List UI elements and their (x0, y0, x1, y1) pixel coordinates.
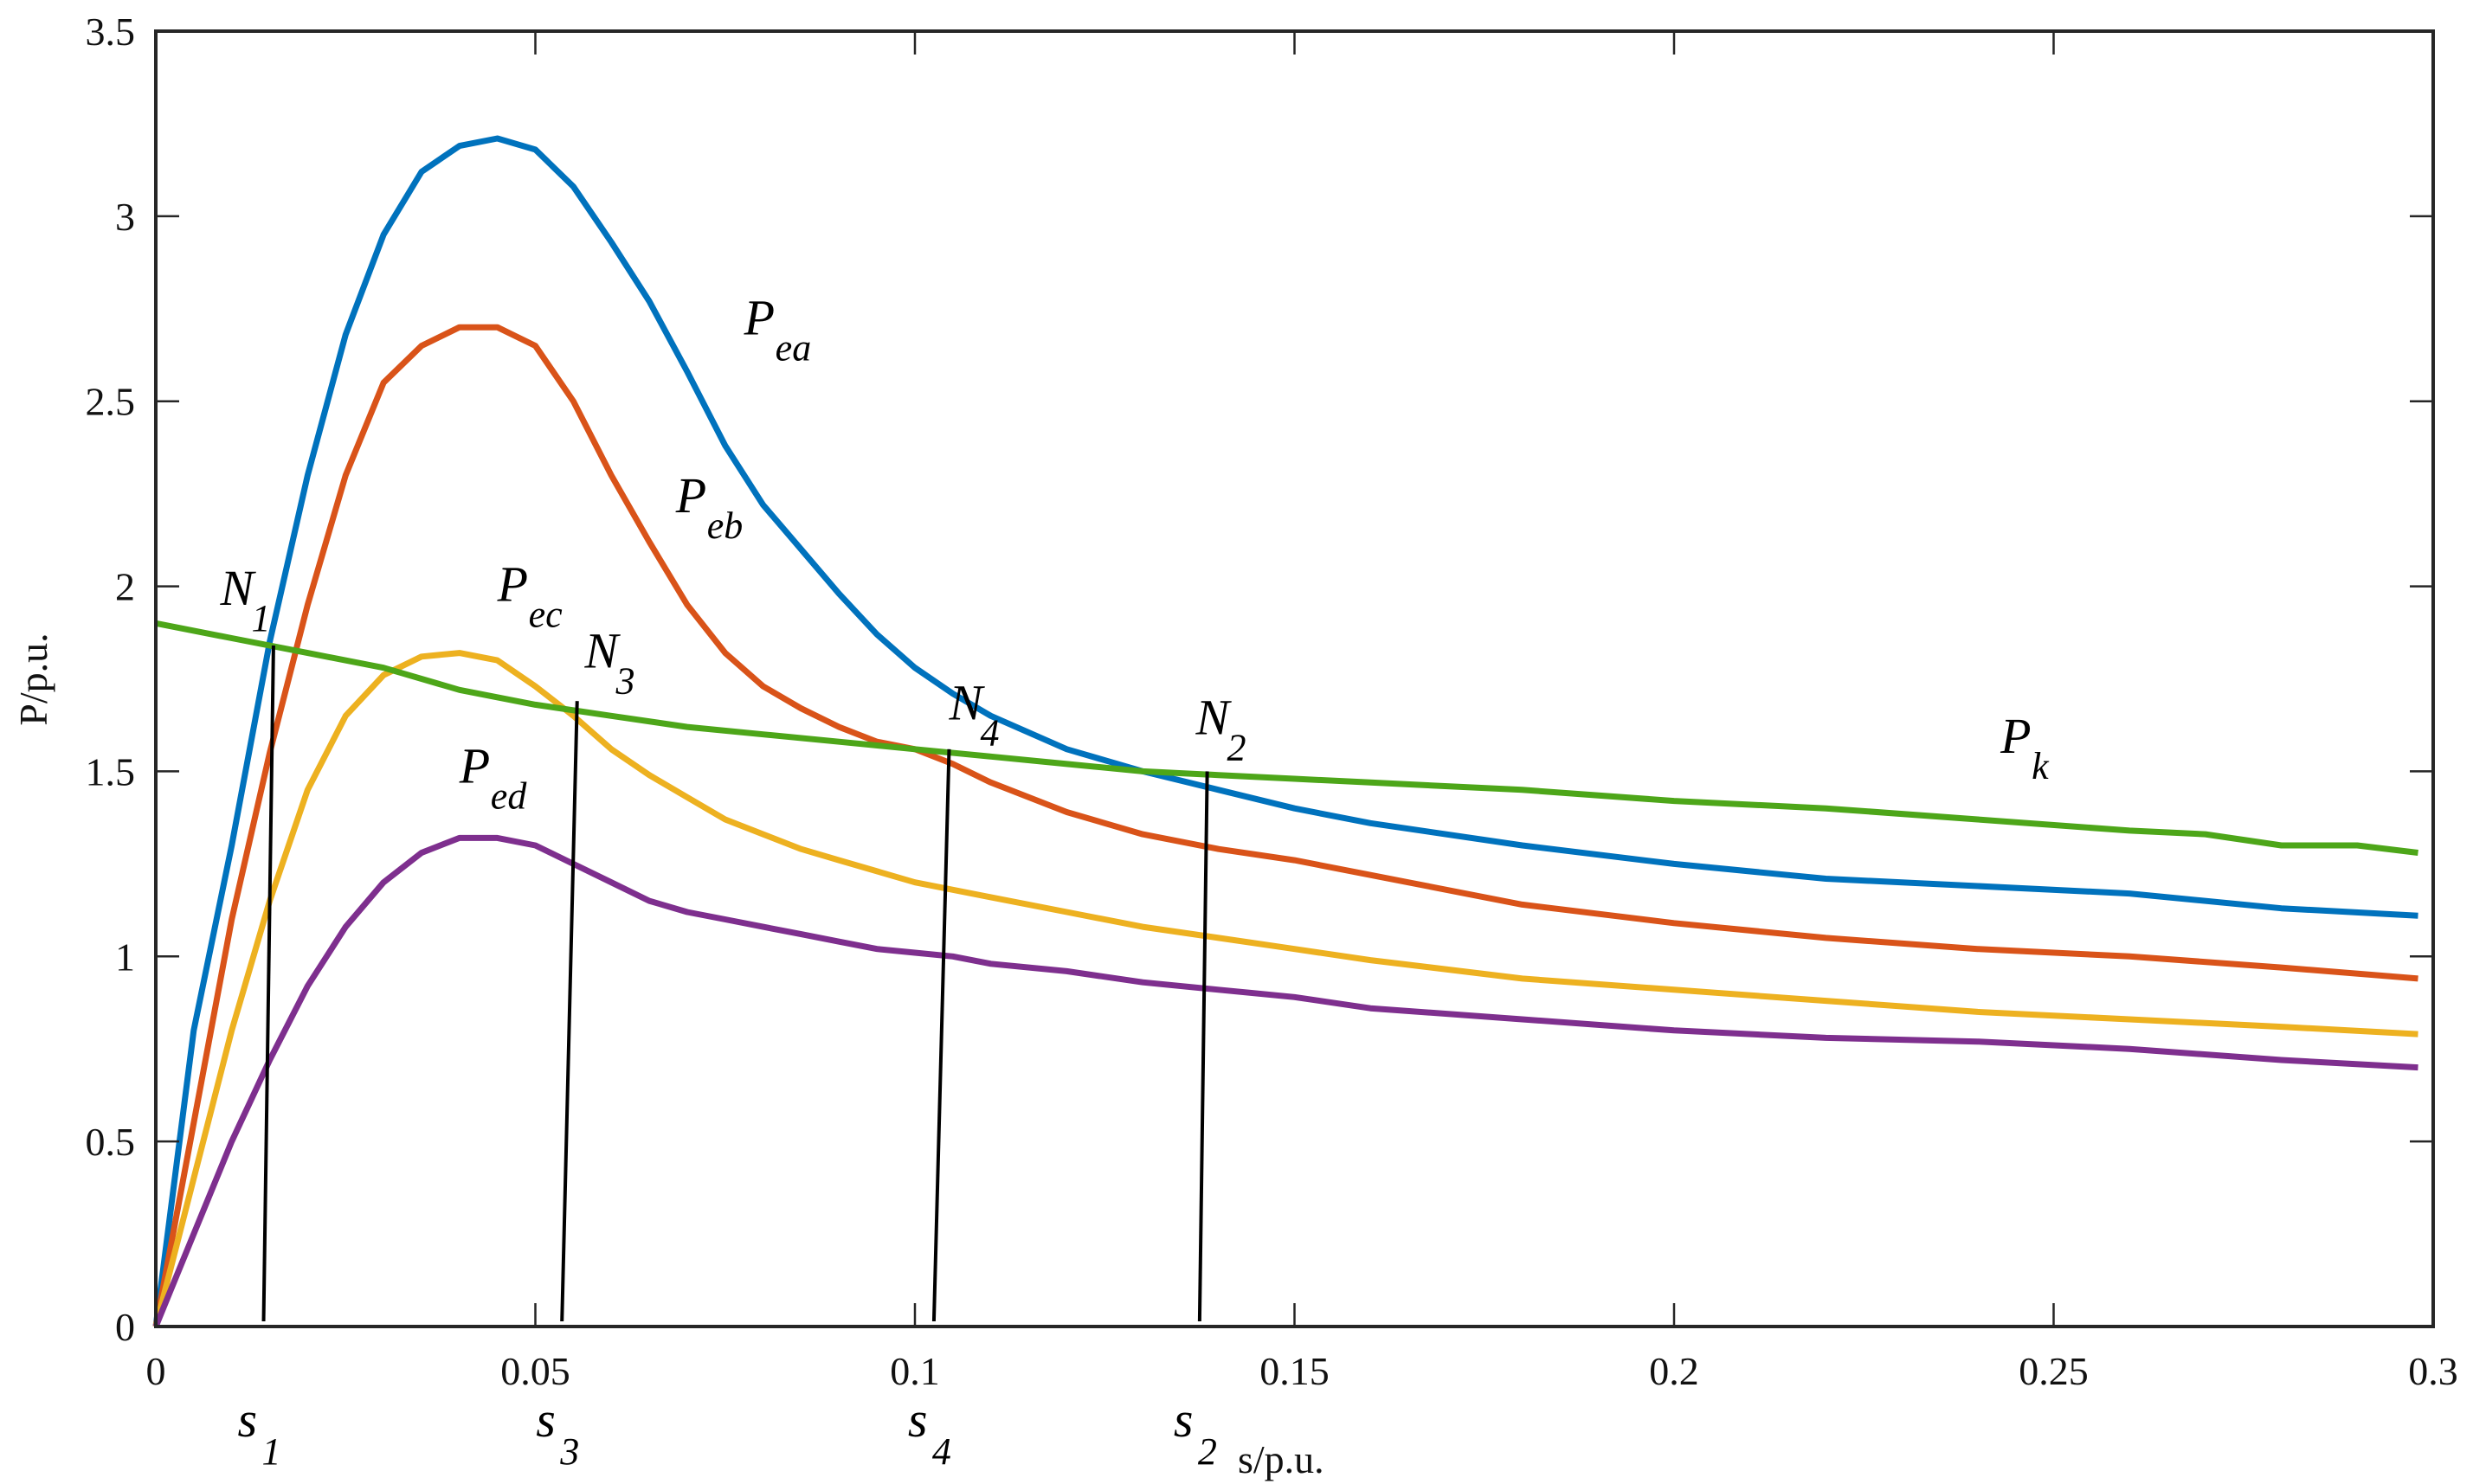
svg-text:3: 3 (615, 660, 635, 703)
series-line-ped (152, 834, 2418, 1328)
series-line-peb (152, 324, 2418, 1327)
svg-text:P: P (675, 467, 706, 524)
svg-text:N: N (948, 675, 985, 731)
svg-text:2: 2 (1198, 1430, 1217, 1473)
x-tick-label: 0.15 (1259, 1349, 1330, 1393)
svg-text:4: 4 (980, 712, 999, 755)
y-axis-label: P/p.u. (11, 633, 55, 725)
curve-label-pec: Pec (497, 556, 564, 636)
y-tick-label: 0.5 (86, 1120, 136, 1164)
plot-frame (154, 29, 2435, 1328)
svg-text:3: 3 (559, 1430, 579, 1473)
curve-label-ped: Ped (459, 737, 528, 817)
svg-text:s: s (238, 1391, 258, 1448)
slip-label-s3: s3 (536, 1391, 579, 1473)
drop-line-n2 (1197, 771, 1209, 1322)
point-label-n4: N4 (948, 675, 999, 755)
y-tick-label: 1.5 (86, 749, 136, 793)
x-axis-label: s/p.u. (1238, 1437, 1324, 1481)
svg-text:P: P (497, 556, 528, 613)
svg-text:P: P (459, 737, 490, 793)
operating-points-layer (261, 645, 1209, 1322)
point-label-n3: N3 (584, 623, 635, 703)
svg-text:ec: ec (529, 594, 564, 636)
svg-text:s: s (1174, 1391, 1194, 1448)
x-tick-label: 0.25 (2019, 1349, 2089, 1393)
svg-text:s: s (908, 1391, 928, 1448)
svg-text:N: N (220, 560, 257, 616)
slip-label-s2: s2 (1174, 1391, 1217, 1473)
y-tick-label: 3.5 (86, 10, 136, 54)
svg-text:P: P (2000, 708, 2031, 764)
x-tick-label: 0.1 (890, 1349, 940, 1393)
axes-layer (154, 29, 2435, 1328)
curve-label-pk: Pk (2000, 708, 2050, 787)
svg-text:P: P (744, 290, 775, 346)
svg-text:4: 4 (932, 1430, 951, 1473)
point-label-n2: N2 (1195, 690, 1246, 769)
svg-text:1: 1 (262, 1430, 281, 1473)
svg-text:N: N (584, 623, 621, 679)
svg-text:ea: ea (776, 327, 812, 369)
svg-text:1: 1 (252, 597, 271, 639)
y-tick-label: 0 (115, 1305, 135, 1349)
curve-label-peb: Peb (675, 467, 744, 547)
x-tick-label: 0 (146, 1349, 166, 1393)
drop-line-n4 (931, 748, 951, 1322)
ticks-layer: 0 0.05 0.1 0.15 0.2 0.25 0.3 0 0.5 1 1.5 2 2.5 3 3.5 (86, 10, 2458, 1393)
svg-text:s: s (536, 1391, 556, 1448)
y-tick-label: 1 (115, 935, 135, 979)
x-tick-label: 0.2 (1649, 1349, 1699, 1393)
y-tick-label: 3 (115, 195, 135, 239)
series-layer (152, 135, 2418, 1328)
series-line-pk (155, 620, 2418, 856)
y-tick-label: 2 (115, 565, 135, 609)
x-tick-label: 0.3 (2408, 1349, 2458, 1393)
y-tick-label: 2.5 (86, 380, 136, 424)
curve-label-pea: Pea (744, 290, 812, 369)
x-tick-label: 0.05 (500, 1349, 570, 1393)
svg-text:2: 2 (1227, 727, 1246, 769)
svg-text:eb: eb (707, 504, 744, 547)
svg-text:k: k (2032, 745, 2050, 787)
svg-text:ed: ed (491, 774, 528, 817)
drop-line-n3 (560, 701, 579, 1322)
svg-text:N: N (1195, 690, 1232, 746)
slip-label-s1: s1 (238, 1391, 281, 1473)
drop-line-n1 (261, 645, 275, 1322)
slip-label-s4: s4 (908, 1391, 951, 1473)
series-line-pea (152, 135, 2418, 1327)
point-label-n1: N1 (220, 560, 271, 639)
series-line-pec (152, 650, 2418, 1327)
